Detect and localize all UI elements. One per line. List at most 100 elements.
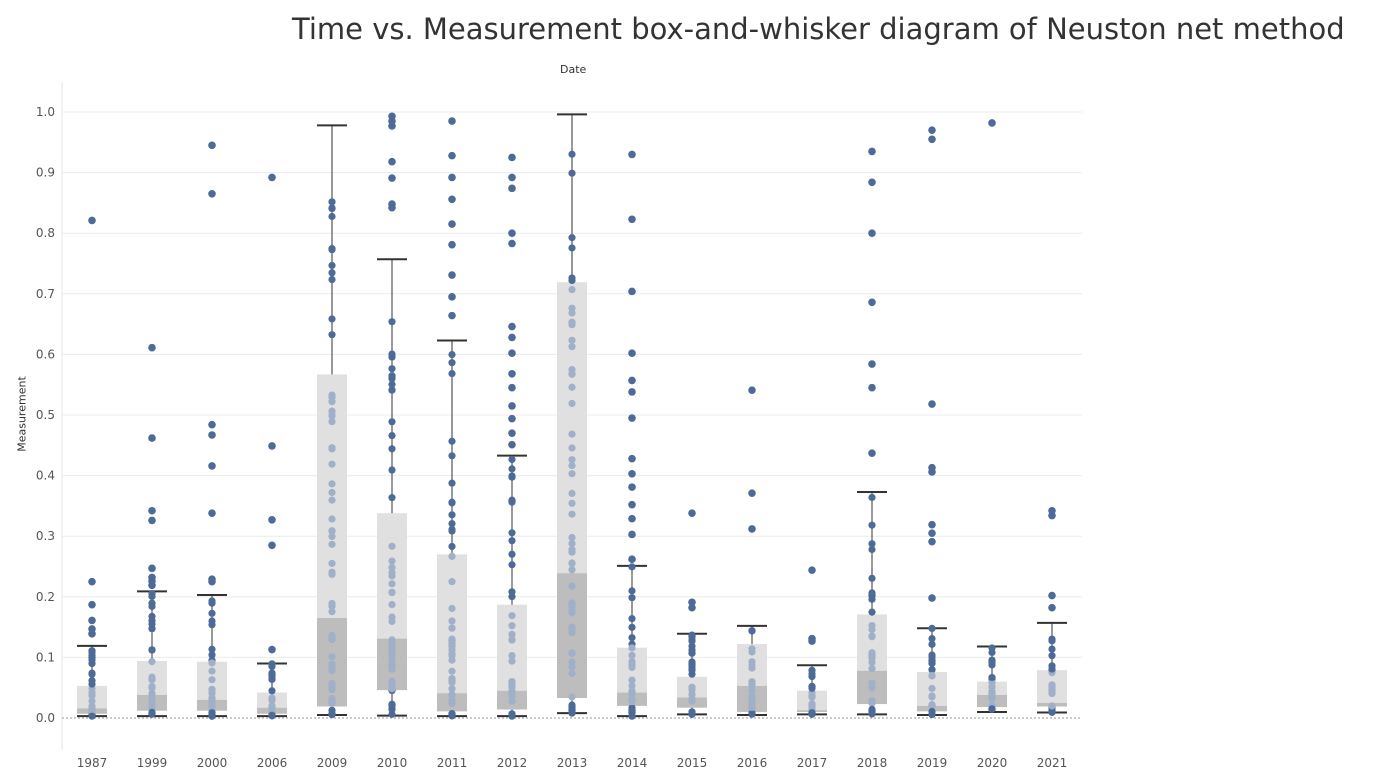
data-point [448,650,456,658]
data-point [208,685,216,693]
outlier-point [628,215,636,224]
data-point [448,542,456,551]
data-point [748,648,756,656]
data-point [748,692,756,700]
data-point [448,604,456,613]
data-point [388,580,396,588]
data-point [988,659,996,667]
data-point [928,640,936,648]
x-tick-label: 2018 [857,756,888,770]
data-point [388,386,396,394]
data-point [328,444,336,452]
x-tick-label: 2000 [197,756,228,770]
points-2021 [1048,506,1056,716]
outlier-point [868,449,876,457]
x-tick-label: 2016 [737,756,768,770]
outlier-point [928,463,936,472]
x-tick-label: 2020 [977,756,1008,770]
data-point [268,704,276,712]
outlier-point [148,581,156,590]
data-point [568,343,576,351]
points-2020 [988,119,996,713]
points-2012 [508,153,516,720]
data-point [328,515,336,523]
data-point [208,597,216,605]
points-1999 [148,343,156,718]
outlier-point [508,184,516,193]
data-point [568,321,576,329]
data-point [328,706,336,714]
outlier-point [688,598,696,607]
outlier-point [508,383,516,392]
data-point [208,609,216,617]
outlier-point [808,634,816,643]
outlier-point [508,333,516,342]
data-point [748,710,756,718]
data-point [328,212,336,221]
outlier-point [628,469,636,478]
data-point [508,630,516,638]
data-point [208,621,216,629]
outlier-point [388,112,396,121]
data-point [508,455,516,464]
data-point [208,667,216,675]
data-point [628,644,636,652]
outlier-point [928,520,936,529]
data-point [568,234,576,242]
data-point [868,649,876,657]
data-point [328,653,336,661]
data-point [568,489,576,498]
data-point [928,634,936,643]
outlier-point [1048,591,1056,600]
y-tick-label: 0.5 [36,408,55,422]
data-point [568,599,576,607]
data-point [328,331,336,339]
data-point [328,532,336,541]
data-point [748,664,756,672]
data-point [928,624,936,632]
data-point [568,276,576,285]
data-point [328,559,336,568]
outlier-point [508,369,516,378]
data-point [508,537,516,545]
x-tick-layer: 1987 1999 2000 2006 2009 2010 2011 2012 2013 2014… [77,756,1068,770]
outlier-point [508,322,516,331]
data-point [328,570,336,578]
data-point [448,359,456,367]
outlier-point [88,216,96,225]
y-tick-label: 1.0 [36,105,55,119]
data-point [508,689,516,697]
data-point [988,705,996,713]
data-point [208,702,216,711]
data-point [628,682,636,690]
data-point [88,712,96,720]
data-point [568,706,576,714]
data-point [88,688,96,697]
data-point [688,658,696,666]
outlier-point [868,147,876,156]
data-point [388,700,396,708]
data-point [508,635,516,644]
data-point [568,566,576,574]
outlier-point [1048,603,1056,612]
outlier-point [88,577,96,586]
data-point [568,470,576,478]
outlier-point [628,454,636,463]
data-point [1048,645,1056,653]
data-point [868,708,876,716]
data-point [808,700,816,708]
data-point [88,704,96,712]
data-point [1048,662,1056,670]
data-point [388,645,396,653]
data-point [568,336,576,344]
data-point [928,651,936,659]
data-point [508,612,516,620]
data-point [568,560,576,568]
data-point [448,617,456,625]
outlier-point [448,220,456,228]
data-point [268,672,276,680]
data-point [628,594,636,602]
outlier-point [508,402,516,410]
outlier-point [448,195,456,204]
outlier-point [508,349,516,357]
